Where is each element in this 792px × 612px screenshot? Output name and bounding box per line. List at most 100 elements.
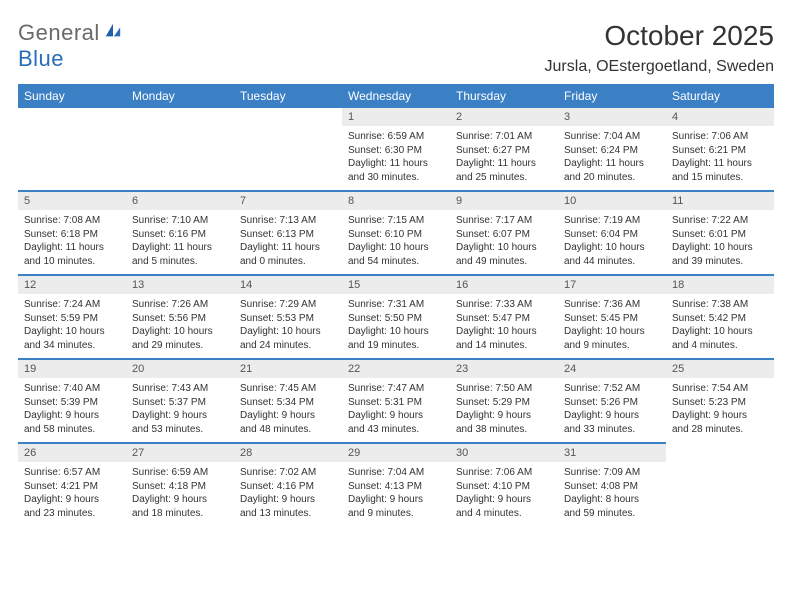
daylight-line1: Daylight: 10 hours <box>132 325 228 339</box>
day-body: Sunrise: 6:59 AMSunset: 4:18 PMDaylight:… <box>126 462 234 526</box>
daylight-line1: Daylight: 10 hours <box>456 325 552 339</box>
daylight-line1: Daylight: 10 hours <box>564 325 660 339</box>
daylight-line2: and 33 minutes. <box>564 423 660 437</box>
daylight-line1: Daylight: 10 hours <box>564 241 660 255</box>
sunset-line: Sunset: 5:31 PM <box>348 396 444 410</box>
daylight-line1: Daylight: 10 hours <box>24 325 120 339</box>
daylight-line1: Daylight: 9 hours <box>672 409 768 423</box>
sunset-line: Sunset: 5:45 PM <box>564 312 660 326</box>
daylight-line1: Daylight: 10 hours <box>456 241 552 255</box>
day-number: 14 <box>234 274 342 294</box>
day-body: Sunrise: 7:13 AMSunset: 6:13 PMDaylight:… <box>234 210 342 274</box>
day-body: Sunrise: 7:06 AMSunset: 4:10 PMDaylight:… <box>450 462 558 526</box>
day-body: Sunrise: 7:29 AMSunset: 5:53 PMDaylight:… <box>234 294 342 358</box>
sunset-line: Sunset: 5:42 PM <box>672 312 768 326</box>
sunset-line: Sunset: 6:18 PM <box>24 228 120 242</box>
calendar-cell: 21Sunrise: 7:45 AMSunset: 5:34 PMDayligh… <box>234 358 342 442</box>
sunrise-line: Sunrise: 7:43 AM <box>132 382 228 396</box>
page-header: General Blue October 2025 Jursla, OEster… <box>18 20 774 76</box>
daylight-line2: and 39 minutes. <box>672 255 768 269</box>
daylight-line1: Daylight: 11 hours <box>132 241 228 255</box>
sunrise-line: Sunrise: 7:45 AM <box>240 382 336 396</box>
daylight-line1: Daylight: 9 hours <box>564 409 660 423</box>
daylight-line2: and 43 minutes. <box>348 423 444 437</box>
calendar-cell: 2 Sunrise: 7:01 AMSunset: 6:27 PMDaylight… <box>450 108 558 190</box>
day-body: Sunrise: 7:31 AMSunset: 5:50 PMDaylight:… <box>342 294 450 358</box>
calendar-cell: 19Sunrise: 7:40 AMSunset: 5:39 PMDayligh… <box>18 358 126 442</box>
sunset-line: Sunset: 5:34 PM <box>240 396 336 410</box>
daylight-line2: and 10 minutes. <box>24 255 120 269</box>
day-body: Sunrise: 7:24 AMSunset: 5:59 PMDaylight:… <box>18 294 126 358</box>
sunset-line: Sunset: 6:01 PM <box>672 228 768 242</box>
day-number: 19 <box>18 358 126 378</box>
daylight-line1: Daylight: 9 hours <box>24 409 120 423</box>
sunset-line: Sunset: 5:53 PM <box>240 312 336 326</box>
daylight-line1: Daylight: 10 hours <box>672 325 768 339</box>
sunrise-line: Sunrise: 6:59 AM <box>348 130 444 144</box>
sunset-line: Sunset: 6:27 PM <box>456 144 552 158</box>
daylight-line1: Daylight: 9 hours <box>348 493 444 507</box>
day-number: 26 <box>18 442 126 462</box>
day-number: 18 <box>666 274 774 294</box>
calendar-week-row: 12Sunrise: 7:24 AMSunset: 5:59 PMDayligh… <box>18 274 774 358</box>
day-body: Sunrise: 7:17 AMSunset: 6:07 PMDaylight:… <box>450 210 558 274</box>
day-number: 7 <box>234 190 342 210</box>
sunrise-line: Sunrise: 6:59 AM <box>132 466 228 480</box>
sunset-line: Sunset: 4:18 PM <box>132 480 228 494</box>
day-number: 21 <box>234 358 342 378</box>
sunset-line: Sunset: 5:39 PM <box>24 396 120 410</box>
sunrise-line: Sunrise: 7:17 AM <box>456 214 552 228</box>
day-number: 29 <box>342 442 450 462</box>
sunrise-line: Sunrise: 7:01 AM <box>456 130 552 144</box>
calendar-cell: 26Sunrise: 6:57 AMSunset: 4:21 PMDayligh… <box>18 442 126 526</box>
daylight-line1: Daylight: 10 hours <box>348 241 444 255</box>
logo-sail-icon <box>104 22 122 40</box>
day-number: 23 <box>450 358 558 378</box>
calendar-cell: 9Sunrise: 7:17 AMSunset: 6:07 PMDaylight… <box>450 190 558 274</box>
daylight-line2: and 44 minutes. <box>564 255 660 269</box>
sunset-line: Sunset: 6:13 PM <box>240 228 336 242</box>
calendar-cell <box>234 108 342 190</box>
sunset-line: Sunset: 4:10 PM <box>456 480 552 494</box>
daylight-line1: Daylight: 9 hours <box>132 409 228 423</box>
day-body-empty <box>126 114 234 172</box>
sunrise-line: Sunrise: 7:52 AM <box>564 382 660 396</box>
calendar-cell: 24 Sunrise: 7:52 AMSunset: 5:26 PMDayligh… <box>558 358 666 442</box>
daylight-line2: and 53 minutes. <box>132 423 228 437</box>
day-number: 27 <box>126 442 234 462</box>
sunset-line: Sunset: 5:26 PM <box>564 396 660 410</box>
dow-thursday: Thursday <box>450 84 558 108</box>
calendar-cell: 30Sunrise: 7:06 AMSunset: 4:10 PMDayligh… <box>450 442 558 526</box>
dow-wednesday: Wednesday <box>342 84 450 108</box>
day-number: 24 <box>558 358 666 378</box>
sunrise-line: Sunrise: 7:06 AM <box>456 466 552 480</box>
day-number: 13 <box>126 274 234 294</box>
sunrise-line: Sunrise: 7:50 AM <box>456 382 552 396</box>
day-body: Sunrise: 7:54 AMSunset: 5:23 PMDaylight:… <box>666 378 774 442</box>
daylight-line2: and 49 minutes. <box>456 255 552 269</box>
sunset-line: Sunset: 4:08 PM <box>564 480 660 494</box>
day-number: 2 <box>450 108 558 126</box>
sunset-line: Sunset: 4:21 PM <box>24 480 120 494</box>
daylight-line2: and 29 minutes. <box>132 339 228 353</box>
daylight-line1: Daylight: 11 hours <box>456 157 552 171</box>
day-number: 6 <box>126 190 234 210</box>
daylight-line1: Daylight: 11 hours <box>564 157 660 171</box>
day-body: Sunrise: 7:09 AMSunset: 4:08 PMDaylight:… <box>558 462 666 526</box>
calendar-cell: 4Sunrise: 7:06 AMSunset: 6:21 PMDaylight… <box>666 108 774 190</box>
daylight-line2: and 28 minutes. <box>672 423 768 437</box>
day-body: Sunrise: 7:47 AMSunset: 5:31 PMDaylight:… <box>342 378 450 442</box>
sunrise-line: Sunrise: 7:02 AM <box>240 466 336 480</box>
calendar-cell: 15Sunrise: 7:31 AMSunset: 5:50 PMDayligh… <box>342 274 450 358</box>
sunset-line: Sunset: 6:07 PM <box>456 228 552 242</box>
sunrise-line: Sunrise: 7:10 AM <box>132 214 228 228</box>
daylight-line2: and 25 minutes. <box>456 171 552 185</box>
calendar-cell: 18Sunrise: 7:38 AMSunset: 5:42 PMDayligh… <box>666 274 774 358</box>
daylight-line2: and 30 minutes. <box>348 171 444 185</box>
sunrise-line: Sunrise: 7:54 AM <box>672 382 768 396</box>
daylight-line2: and 18 minutes. <box>132 507 228 521</box>
day-number: 3 <box>558 108 666 126</box>
logo-word-block: General Blue <box>18 20 122 72</box>
calendar-head: Sunday Monday Tuesday Wednesday Thursday… <box>18 84 774 108</box>
calendar-cell: 16Sunrise: 7:33 AMSunset: 5:47 PMDayligh… <box>450 274 558 358</box>
